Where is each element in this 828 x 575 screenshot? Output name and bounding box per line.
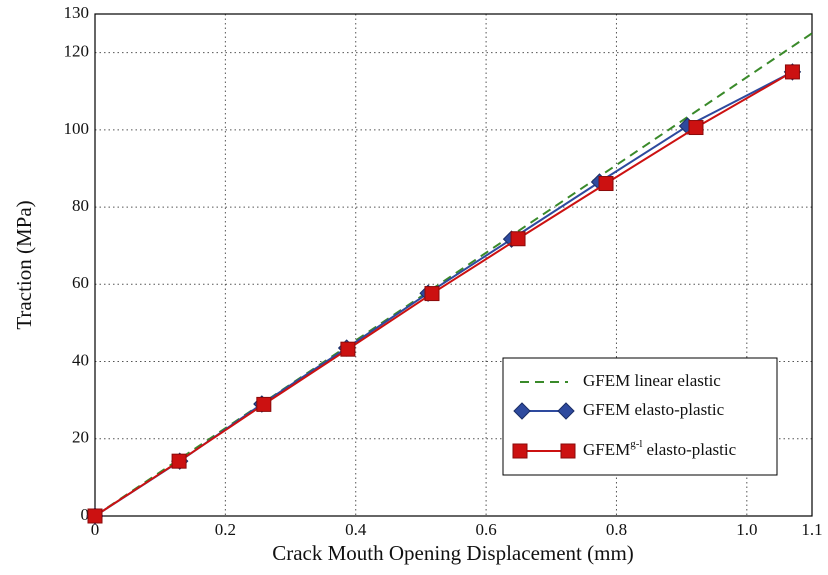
x-tick-label: 0 bbox=[91, 520, 100, 539]
x-tick-label: 0.4 bbox=[345, 520, 367, 539]
y-tick-label: 60 bbox=[72, 273, 89, 292]
x-tick-label: 1.1 bbox=[801, 520, 822, 539]
y-tick-label: 100 bbox=[64, 119, 90, 138]
y-tick-label: 20 bbox=[72, 428, 89, 447]
x-tick-label: 0.8 bbox=[606, 520, 627, 539]
marker bbox=[510, 231, 526, 247]
x-tick-label: 0.6 bbox=[475, 520, 496, 539]
y-tick-label: 130 bbox=[64, 3, 90, 22]
legend-label: GFEM linear elastic bbox=[583, 371, 721, 390]
series-line bbox=[94, 32, 813, 517]
y-tick-label: 120 bbox=[64, 42, 90, 61]
marker bbox=[340, 341, 356, 357]
legend-marker bbox=[557, 402, 575, 420]
marker bbox=[87, 508, 103, 524]
legend-label-rest: elasto-plastic bbox=[646, 440, 736, 459]
legend-label: GFEM elasto-plastic bbox=[583, 400, 725, 419]
legend-marker bbox=[512, 443, 528, 459]
legend-box bbox=[502, 357, 778, 476]
x-tick-label: 0.2 bbox=[215, 520, 236, 539]
legend-label: GFEMg-l elasto-plastic bbox=[583, 438, 737, 459]
marker bbox=[598, 176, 614, 192]
y-tick-label: 80 bbox=[72, 196, 89, 215]
legend-label-sup: g-l bbox=[630, 438, 642, 450]
marker bbox=[784, 64, 800, 80]
y-tick-label: 0 bbox=[81, 505, 90, 524]
marker bbox=[688, 120, 704, 136]
y-axis-title: Traction (MPa) bbox=[12, 200, 36, 329]
legend-marker bbox=[513, 402, 531, 420]
legend-label-text: GFEM linear elastic bbox=[583, 371, 721, 390]
plot-frame bbox=[94, 13, 813, 517]
legend-marker bbox=[560, 443, 576, 459]
x-axis-title: Crack Mouth Opening Displacement (mm) bbox=[272, 541, 634, 565]
x-tick-label: 1.0 bbox=[736, 520, 757, 539]
legend-label-text: GFEM bbox=[583, 440, 630, 459]
y-tick-label: 40 bbox=[72, 350, 89, 369]
marker bbox=[424, 286, 440, 302]
marker bbox=[171, 453, 187, 469]
legend-label-text: GFEM elasto-plastic bbox=[583, 400, 725, 419]
marker bbox=[256, 396, 272, 412]
